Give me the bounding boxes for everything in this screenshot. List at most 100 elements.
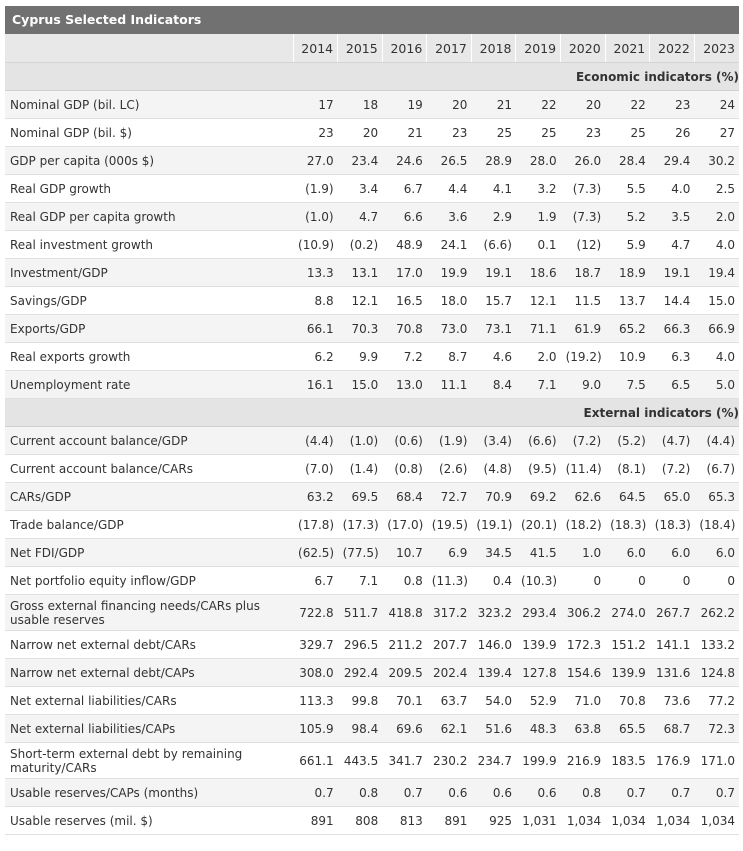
value-cell: 0.8 <box>382 566 427 595</box>
value-cell: 5.5 <box>605 174 650 203</box>
row-label: CARs/GDP <box>5 482 294 511</box>
value-cell: (17.0) <box>382 510 427 539</box>
value-cell: 171.0 <box>694 742 739 779</box>
value-cell: 18.0 <box>426 286 472 315</box>
row-label: Narrow net external debt/CAPs <box>5 658 294 687</box>
value-cell: 69.6 <box>382 714 427 743</box>
value-cell: 17.0 <box>382 258 427 287</box>
value-cell: (1.0) <box>337 426 383 455</box>
year-header-2020: 2020 <box>560 34 606 63</box>
table-row: Real GDP per capita growth (1.0) 4.7 6.6 3.6… <box>5 202 739 231</box>
value-cell: 139.4 <box>471 658 516 687</box>
header-blank-cell <box>5 34 294 63</box>
value-cell: 209.5 <box>382 658 427 687</box>
value-cell: 211.2 <box>382 630 427 659</box>
value-cell: 72.7 <box>426 482 472 511</box>
value-cell: 19.1 <box>649 258 695 287</box>
year-header-2021: 2021 <box>604 34 650 63</box>
row-label: GDP per capita (000s $) <box>5 146 294 175</box>
value-cell: 71.1 <box>515 314 561 343</box>
value-cell: 5.9 <box>605 230 650 259</box>
value-cell: 12.1 <box>337 286 383 315</box>
value-cell: 8.8 <box>293 286 338 315</box>
value-cell: 21 <box>471 90 516 119</box>
value-cell: 0.6 <box>515 778 561 807</box>
value-cell: 0.1 <box>515 230 561 259</box>
value-cell: 24.1 <box>426 230 472 259</box>
indicators-table: 2014 2015 2016 2017 2018 2019 2020 2021 2022 2023… <box>5 34 739 835</box>
value-cell: 6.9 <box>426 538 472 567</box>
table-row: Net FDI/GDP (62.5) (77.5) 10.7 6.9 34.5 41.5 1.… <box>5 538 739 567</box>
value-cell: 19.9 <box>426 258 472 287</box>
year-header-2017: 2017 <box>426 34 472 63</box>
table-row: Savings/GDP 8.8 12.1 16.5 18.0 15.7 12.1 11.5 13… <box>5 286 739 315</box>
value-cell: (7.3) <box>560 202 606 231</box>
table-row: Net external liabilities/CAPs 105.9 98.4 69… <box>5 714 739 743</box>
value-cell: 15.0 <box>337 370 383 399</box>
year-header-2016: 2016 <box>381 34 427 63</box>
row-label: Savings/GDP <box>5 286 294 315</box>
value-cell: 4.0 <box>694 342 739 371</box>
table-row: Nominal GDP (bil. $) 23 20 21 23 25 25 23 25 26 27 <box>5 118 739 147</box>
value-cell: 71.0 <box>560 686 606 715</box>
value-cell: (3.4) <box>471 426 516 455</box>
value-cell: (6.6) <box>515 426 561 455</box>
value-cell: 0 <box>605 566 650 595</box>
value-cell: 234.7 <box>471 742 516 779</box>
value-cell: 11.5 <box>560 286 606 315</box>
value-cell: 10.7 <box>382 538 427 567</box>
value-cell: 113.3 <box>293 686 338 715</box>
value-cell: 131.6 <box>649 658 695 687</box>
value-cell: (5.2) <box>605 426 650 455</box>
value-cell: 2.0 <box>515 342 561 371</box>
row-label: Trade balance/GDP <box>5 510 294 539</box>
year-header-2022: 2022 <box>649 34 695 63</box>
value-cell: (4.4) <box>694 426 739 455</box>
panel-title: Cyprus Selected Indicators <box>5 6 739 34</box>
value-cell: 54.0 <box>471 686 516 715</box>
value-cell: 151.2 <box>605 630 650 659</box>
value-cell: 0.7 <box>382 778 427 807</box>
value-cell: 20 <box>426 90 472 119</box>
value-cell: 146.0 <box>471 630 516 659</box>
value-cell: 77.2 <box>694 686 739 715</box>
value-cell: 22 <box>515 90 561 119</box>
value-cell: 891 <box>426 806 472 835</box>
row-label: Exports/GDP <box>5 314 294 343</box>
value-cell: 4.6 <box>471 342 516 371</box>
value-cell: 66.1 <box>293 314 338 343</box>
value-cell: 6.0 <box>694 538 739 567</box>
value-cell: 26.0 <box>560 146 606 175</box>
value-cell: 722.8 <box>293 594 338 631</box>
value-cell: 27 <box>694 118 739 147</box>
row-label: Unemployment rate <box>5 370 294 399</box>
table-row: Net external liabilities/CARs 113.3 99.8 70… <box>5 686 739 715</box>
value-cell: 293.4 <box>515 594 561 631</box>
value-cell: 308.0 <box>293 658 338 687</box>
value-cell: 70.9 <box>471 482 516 511</box>
value-cell: 6.6 <box>382 202 427 231</box>
value-cell: 207.7 <box>426 630 472 659</box>
row-label: Real investment growth <box>5 230 294 259</box>
value-cell: 176.9 <box>649 742 695 779</box>
value-cell: 66.9 <box>694 314 739 343</box>
value-cell: 13.3 <box>293 258 338 287</box>
value-cell: 2.5 <box>694 174 739 203</box>
value-cell: 28.9 <box>471 146 516 175</box>
value-cell: 7.2 <box>382 342 427 371</box>
value-cell: 70.1 <box>382 686 427 715</box>
value-cell: 11.1 <box>426 370 472 399</box>
value-cell: 925 <box>471 806 516 835</box>
value-cell: 296.5 <box>337 630 383 659</box>
table-row: Trade balance/GDP (17.8) (17.3) (17.0) (19.5… <box>5 510 739 539</box>
value-cell: 13.7 <box>605 286 650 315</box>
row-label: Narrow net external debt/CARs <box>5 630 294 659</box>
value-cell: (0.2) <box>337 230 383 259</box>
value-cell: (4.4) <box>293 426 338 455</box>
row-label: Real GDP per capita growth <box>5 202 294 231</box>
value-cell: 41.5 <box>515 538 561 567</box>
value-cell: 183.5 <box>605 742 650 779</box>
value-cell: 0.4 <box>471 566 516 595</box>
value-cell: 22 <box>605 90 650 119</box>
year-header-2023: 2023 <box>693 34 739 63</box>
